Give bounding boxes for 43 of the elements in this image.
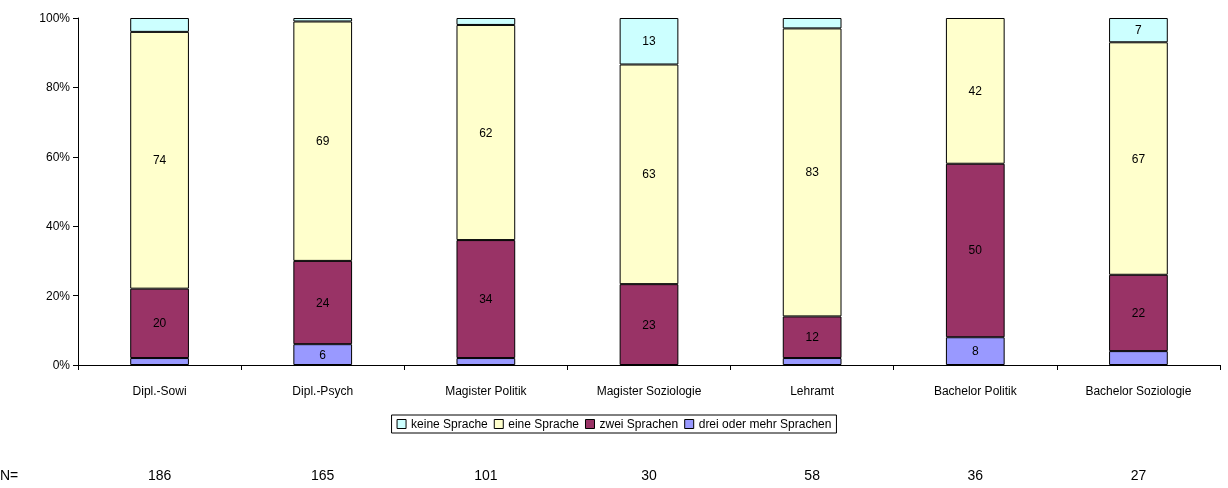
x-tick-label: Lehramt xyxy=(790,384,835,398)
y-tick-label: 20% xyxy=(45,288,71,303)
x-tick-label: Magister Soziologie xyxy=(596,384,702,398)
text: 36 xyxy=(967,467,984,483)
legend-label: drei oder mehr Sprachen xyxy=(698,417,832,431)
data-label: 50 xyxy=(968,243,983,258)
y-tick-label: 100% xyxy=(39,11,71,25)
data-label: 42 xyxy=(968,83,983,98)
data-label: 13 xyxy=(642,34,656,49)
data-label: 69 xyxy=(316,134,330,149)
x-tick-label: Magister Politik xyxy=(445,384,528,398)
text: 30 xyxy=(641,467,657,483)
x-tick-label: Bachelor Politik xyxy=(933,384,1018,398)
text: 186 xyxy=(147,467,172,483)
data-label: 6 xyxy=(319,347,327,362)
data-label: 20 xyxy=(152,316,167,331)
data-label: 74 xyxy=(152,153,167,168)
x-tick-label: Dipl.-Psych xyxy=(292,384,354,398)
legend-label: zwei Sprachen xyxy=(599,417,679,431)
data-label: 12 xyxy=(805,330,820,345)
x-tick-label: Dipl.-Sowi xyxy=(132,384,187,398)
y-tick-label: 60% xyxy=(45,149,71,164)
y-tick-label: 0% xyxy=(52,358,71,372)
text: 165 xyxy=(311,467,335,483)
data-label: 23 xyxy=(642,317,656,332)
text: 58 xyxy=(804,467,821,483)
legend-label: keine Sprache xyxy=(411,417,489,431)
data-label: 24 xyxy=(316,295,330,310)
data-label: 67 xyxy=(1131,151,1146,166)
text: 27 xyxy=(1130,467,1147,483)
data-label: 7 xyxy=(1135,23,1143,38)
x-tick-label: Bachelor Soziologie xyxy=(1085,384,1192,398)
data-label: 8 xyxy=(971,344,979,359)
text: 101 xyxy=(474,467,498,483)
data-label: 22 xyxy=(1131,305,1146,320)
data-label: 34 xyxy=(479,292,493,307)
data-label: 63 xyxy=(642,167,656,182)
y-tick-label: 80% xyxy=(45,80,71,95)
data-label: 62 xyxy=(479,125,493,140)
text: N= xyxy=(0,467,19,483)
data-label: 83 xyxy=(805,165,820,180)
y-tick-label: 40% xyxy=(45,219,71,234)
legend-label: eine Sprache xyxy=(508,417,580,431)
